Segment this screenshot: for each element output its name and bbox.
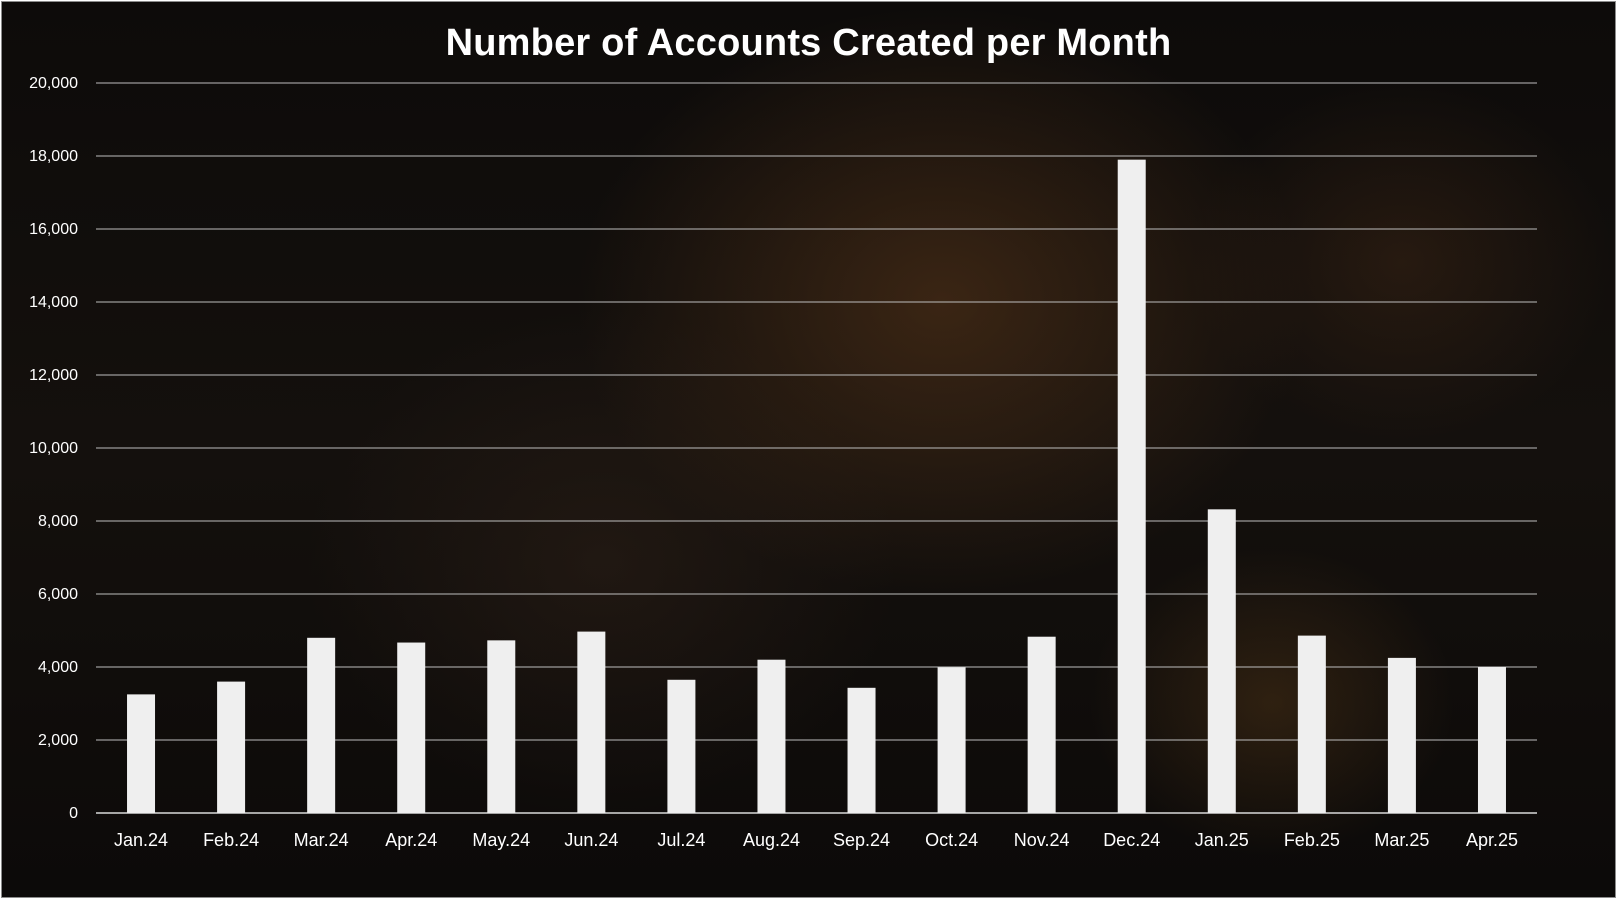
- y-tick-label: 16,000: [29, 221, 78, 238]
- y-tick-label: 4,000: [38, 659, 78, 676]
- x-tick-label: Jan.24: [114, 830, 168, 850]
- x-tick-label: Jul.24: [657, 830, 705, 850]
- bar: [217, 681, 246, 813]
- bar: [1387, 657, 1416, 813]
- bar: [307, 637, 336, 813]
- y-tick-label: 8,000: [38, 513, 78, 530]
- y-tick-label: 2,000: [38, 732, 78, 749]
- y-axis-ticks: 0 2,000 4,000 6,000 8,000 10,000 12,000 14,000 1…: [29, 75, 78, 822]
- x-tick-label: Feb.24: [203, 830, 259, 850]
- y-tick-label: 18,000: [29, 148, 78, 165]
- x-tick-label: Apr.25: [1466, 830, 1518, 850]
- bar: [127, 694, 156, 813]
- bar: [937, 667, 966, 813]
- x-tick-label: Jun.24: [564, 830, 618, 850]
- y-tick-label: 6,000: [38, 586, 78, 603]
- bar: [1027, 636, 1056, 813]
- y-tick-label: 10,000: [29, 440, 78, 457]
- bar: [847, 687, 876, 813]
- bar: [757, 659, 786, 813]
- bars: [127, 159, 1506, 813]
- x-tick-label: Aug.24: [743, 830, 800, 850]
- x-tick-label: May.24: [472, 830, 530, 850]
- bar: [1297, 635, 1326, 813]
- x-tick-label: Dec.24: [1103, 830, 1160, 850]
- bar: [487, 640, 516, 813]
- x-tick-label: Mar.25: [1374, 830, 1429, 850]
- bar: [577, 631, 606, 813]
- gridlines: [96, 82, 1537, 814]
- bar: [1117, 159, 1146, 813]
- x-tick-label: Feb.25: [1284, 830, 1340, 850]
- x-tick-label: Sep.24: [833, 830, 890, 850]
- y-tick-label: 14,000: [29, 294, 78, 311]
- y-tick-label: 12,000: [29, 367, 78, 384]
- x-tick-label: Jan.25: [1195, 830, 1249, 850]
- x-tick-label: Nov.24: [1014, 830, 1070, 850]
- bar: [1207, 509, 1236, 813]
- chart-title: Number of Accounts Created per Month: [445, 22, 1172, 64]
- bar: [667, 679, 696, 813]
- x-axis-ticks: Jan.24 Feb.24 Mar.24 Apr.24 May.24 Jun.24 Jul.…: [114, 830, 1518, 850]
- y-tick-label: 0: [69, 805, 78, 822]
- x-tick-label: Mar.24: [294, 830, 349, 850]
- x-tick-label: Oct.24: [925, 830, 978, 850]
- x-tick-label: Apr.24: [385, 830, 437, 850]
- y-tick-label: 20,000: [29, 75, 78, 92]
- bar: [1477, 667, 1506, 813]
- bar: [397, 642, 426, 813]
